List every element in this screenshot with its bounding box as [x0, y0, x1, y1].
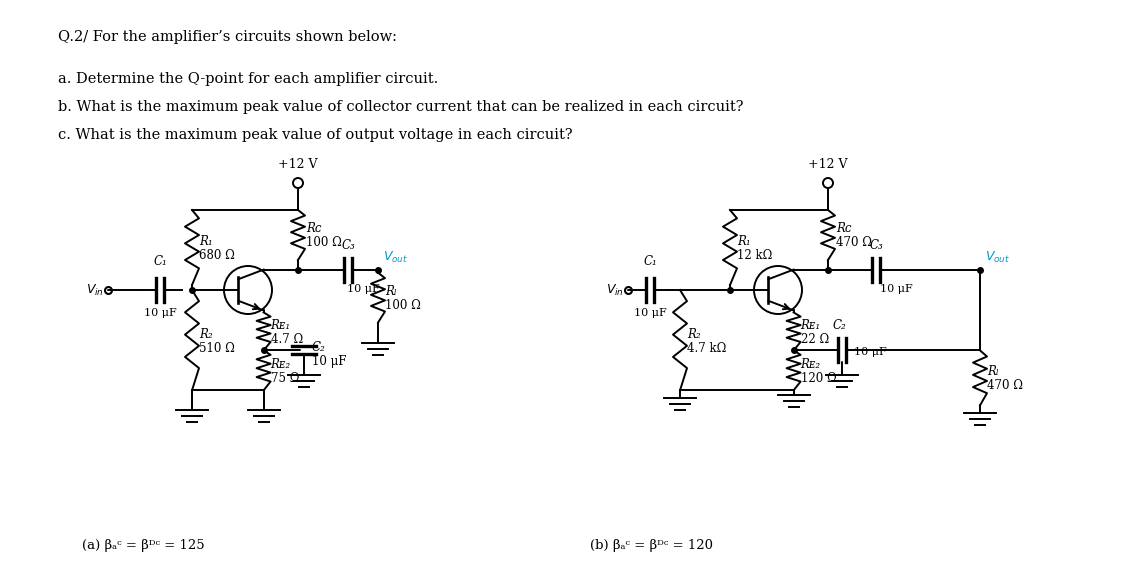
Text: 12 kΩ: 12 kΩ [737, 249, 773, 262]
Text: R₁: R₁ [737, 235, 750, 248]
Text: C₃: C₃ [870, 239, 883, 251]
Text: +12 V: +12 V [808, 158, 848, 171]
Text: 10 μF: 10 μF [346, 284, 379, 293]
Text: a. Determine the Q-point for each amplifier circuit.: a. Determine the Q-point for each amplif… [58, 72, 439, 86]
Text: C₂: C₂ [832, 319, 846, 332]
Text: R₂: R₂ [687, 328, 701, 341]
Text: C₂: C₂ [312, 341, 325, 354]
Text: 4.7 Ω: 4.7 Ω [271, 333, 303, 346]
Text: 510 Ω: 510 Ω [199, 342, 235, 355]
Text: R₁: R₁ [199, 235, 213, 248]
Text: 10 μF: 10 μF [854, 347, 886, 358]
Text: $V_{in}$: $V_{in}$ [87, 282, 104, 297]
Text: 22 Ω: 22 Ω [801, 333, 829, 346]
Text: 10 μF: 10 μF [880, 284, 912, 293]
Text: 10 μF: 10 μF [312, 355, 346, 368]
Text: 4.7 kΩ: 4.7 kΩ [687, 342, 727, 355]
Text: 470 Ω: 470 Ω [836, 236, 872, 250]
Text: 10 μF: 10 μF [633, 308, 666, 318]
Text: (b) βₐᶜ = βᴰᶜ = 120: (b) βₐᶜ = βᴰᶜ = 120 [590, 538, 713, 552]
Text: +12 V: +12 V [278, 158, 317, 171]
Text: Rₗ: Rₗ [385, 285, 397, 298]
Text: Rₗ: Rₗ [987, 366, 999, 378]
Text: $V_{out}$: $V_{out}$ [382, 250, 408, 265]
Text: C₁: C₁ [153, 255, 166, 268]
Text: R₂: R₂ [199, 328, 213, 341]
Text: Rᴇ₁: Rᴇ₁ [271, 319, 290, 332]
Text: c. What is the maximum peak value of output voltage in each circuit?: c. What is the maximum peak value of out… [58, 128, 573, 142]
Text: 10 μF: 10 μF [144, 308, 177, 318]
Text: 75 Ω: 75 Ω [271, 372, 299, 385]
Text: Rᴇ₁: Rᴇ₁ [801, 319, 821, 332]
Text: Rᴄ: Rᴄ [306, 223, 322, 235]
Text: 470 Ω: 470 Ω [987, 379, 1023, 393]
Text: (a) βₐᶜ = βᴰᶜ = 125: (a) βₐᶜ = βᴰᶜ = 125 [82, 538, 205, 552]
Text: $V_{out}$: $V_{out}$ [986, 250, 1010, 265]
Text: b. What is the maximum peak value of collector current that can be realized in e: b. What is the maximum peak value of col… [58, 100, 744, 114]
Text: 120 Ω: 120 Ω [801, 372, 836, 385]
Text: 100 Ω: 100 Ω [306, 236, 342, 250]
Text: 100 Ω: 100 Ω [385, 299, 421, 312]
Text: C₃: C₃ [341, 239, 354, 251]
Text: Rᴇ₂: Rᴇ₂ [271, 358, 290, 371]
Text: 680 Ω: 680 Ω [199, 249, 235, 262]
Text: C₁: C₁ [644, 255, 657, 268]
Text: Q.2/ For the amplifier’s circuits shown below:: Q.2/ For the amplifier’s circuits shown … [58, 30, 397, 44]
Text: Rᴇ₂: Rᴇ₂ [801, 358, 821, 371]
Text: $V_{in}$: $V_{in}$ [606, 282, 624, 297]
Text: Rᴄ: Rᴄ [836, 223, 852, 235]
